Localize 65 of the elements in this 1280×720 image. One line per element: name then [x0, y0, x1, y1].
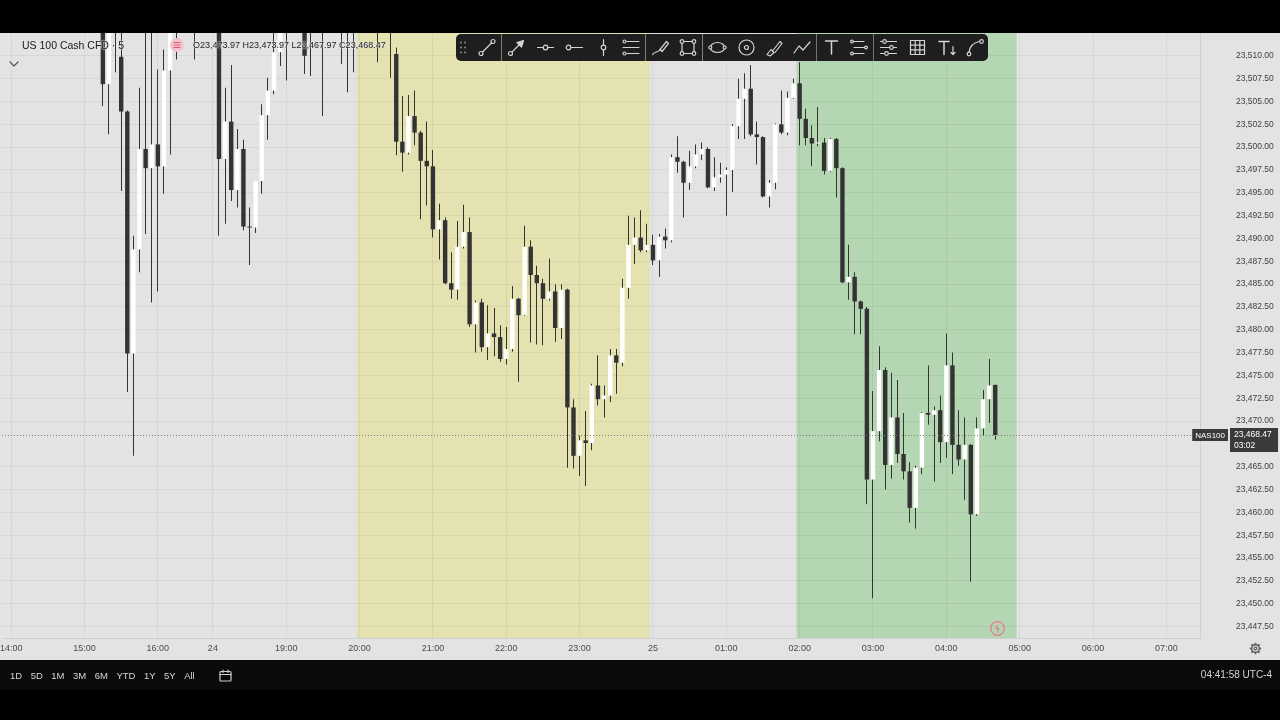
y-tick-label: 23,480.00: [1236, 324, 1275, 335]
text: 3M: [73, 669, 87, 681]
candlestick: [583, 411, 588, 486]
y-tick-label: 23,452.50: [1236, 575, 1275, 586]
text: 6M: [94, 669, 108, 681]
y-tick-label: 23,497.50: [1236, 164, 1275, 175]
text: YTD: [116, 669, 136, 681]
candlestick: [931, 406, 937, 482]
candlestick: [754, 121, 760, 165]
y-tick-label: 23,450.00: [1236, 598, 1275, 609]
y-tick-label: 23,500.00: [1236, 141, 1275, 152]
text: 5Y: [164, 669, 176, 681]
y-tick-label: 23,457.50: [1236, 529, 1275, 540]
x-tick-label: 15:00: [73, 642, 96, 653]
x-tick-label: 23:00: [568, 642, 591, 653]
candlestick: [724, 167, 729, 216]
y-tick-label: 23,472.50: [1236, 392, 1275, 403]
x-tick-label: 14:00: [0, 642, 23, 653]
x-tick-label: 03:00: [861, 642, 885, 653]
y-tick-label: 23,465.00: [1236, 461, 1275, 472]
y-tick-label: 23,505.00: [1236, 95, 1275, 106]
x-tick-label: 20:00: [348, 642, 371, 653]
x-tick-label: 06:00: [1081, 642, 1105, 653]
y-tick-label: 23,475.00: [1236, 369, 1275, 380]
x-tick-label: 22:00: [494, 642, 518, 653]
candlestick: [247, 207, 252, 265]
x-tick-label: 21:00: [421, 642, 445, 653]
y-tick-label: 23,492.50: [1236, 209, 1275, 220]
y-tick-label: 23,490.00: [1236, 232, 1275, 243]
x-tick-label: 24: [207, 642, 218, 653]
y-tick-label: 23,460.00: [1236, 506, 1275, 517]
y-tick-label: 23,482.50: [1236, 301, 1275, 312]
x-tick-label: 04:00: [935, 642, 958, 653]
x-tick-label: 16:00: [146, 642, 170, 653]
y-tick-label: 23,462.50: [1236, 483, 1275, 494]
y-tick-label: 23,477.50: [1236, 346, 1275, 357]
candlestick: [149, 33, 154, 303]
y-tick-label: 23,502.50: [1236, 118, 1275, 129]
x-tick-label: 01:00: [715, 642, 738, 653]
y-tick-label: 23,455.00: [1236, 552, 1275, 563]
y-tick-label: 23,487.50: [1236, 255, 1275, 266]
candlestick: [925, 365, 931, 425]
candlestick: [491, 307, 497, 357]
text: 04:41:58 UTC-4: [1200, 668, 1272, 682]
x-tick-label: 25: [647, 642, 658, 653]
y-tick-label: 23,510.00: [1236, 50, 1275, 61]
x-tick-label: 07:00: [1155, 642, 1178, 653]
y-tick-label: 23,485.00: [1236, 278, 1275, 289]
text: 1D: [10, 669, 23, 681]
y-tick-label: 23,495.00: [1236, 187, 1275, 198]
text: 1Y: [143, 669, 156, 681]
text: 23,468.47: [1234, 429, 1273, 440]
x-tick-label: 19:00: [274, 642, 298, 653]
candlestick: [815, 106, 821, 147]
text: 5D: [30, 669, 43, 681]
y-tick-label: 23,507.50: [1236, 73, 1275, 83]
text: 1M: [51, 669, 65, 681]
candlestick: [143, 33, 148, 234]
x-tick-label: 02:00: [788, 642, 811, 653]
y-tick-label: 23,447.50: [1236, 620, 1275, 631]
ref-line-label: NAS100: [1195, 430, 1226, 440]
text: 03:02: [1234, 440, 1256, 451]
x-tick-label: 05:00: [1008, 642, 1031, 653]
y-tick-label: 23,470.00: [1236, 415, 1275, 426]
text: All: [184, 669, 195, 681]
